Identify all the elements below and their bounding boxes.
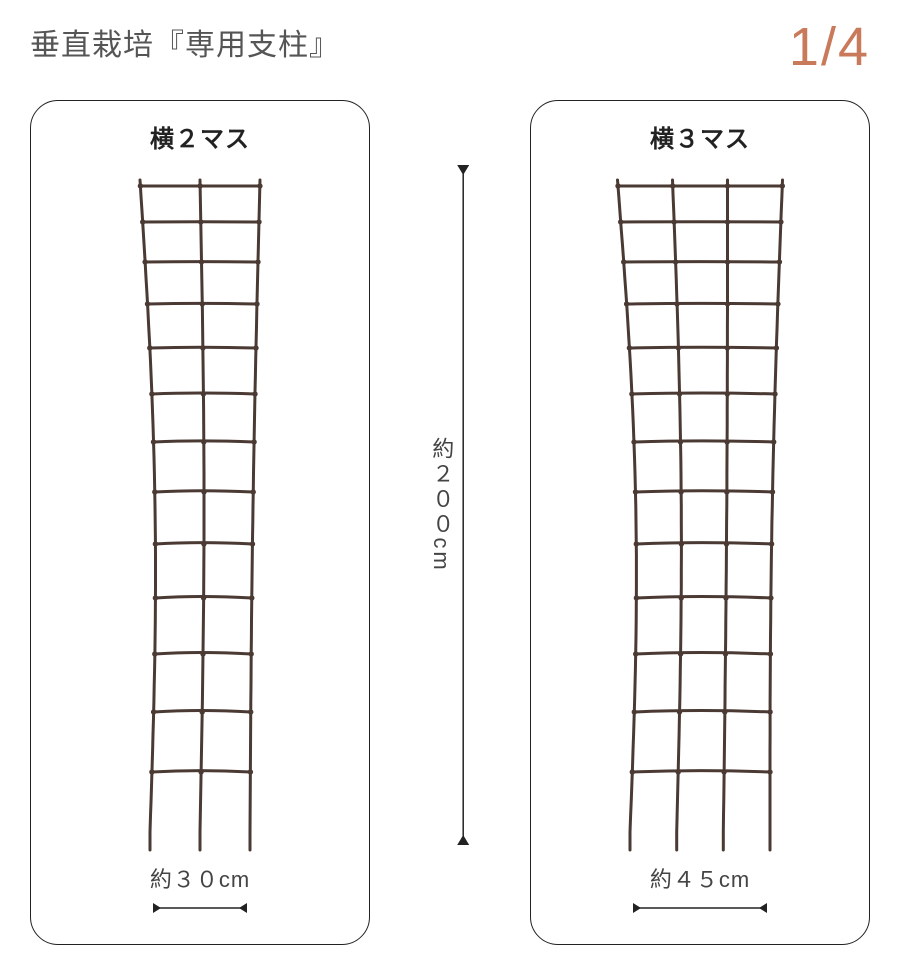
trellis-3col-wrap (531, 172, 869, 852)
card-3col: 横３マス 約４５cm (530, 100, 870, 945)
height-dimension-label: 約２００cm (425, 437, 457, 572)
width-arrow-3col (531, 898, 869, 918)
page-title: 垂直栽培『専用支柱』 (30, 20, 340, 64)
header: 垂直栽培『専用支柱』 1/4 (30, 20, 870, 74)
width-label-3col: 約４５cm (531, 862, 869, 894)
trellis-2col (125, 172, 275, 852)
width-arrow-2col (31, 898, 369, 918)
card-2col: 横２マス 約３０cm (30, 100, 370, 945)
card-3col-title: 横３マス (531, 119, 869, 154)
card-2col-title: 横２マス (31, 119, 369, 154)
page-indicator: 1/4 (789, 20, 870, 74)
trellis-2col-wrap (31, 172, 369, 852)
double-arrow-horizontal-icon (145, 898, 255, 918)
double-arrow-horizontal-icon (625, 898, 775, 918)
width-label-2col: 約３０cm (31, 862, 369, 894)
trellis-3col (600, 172, 800, 852)
height-dimension: 約２００cm (395, 155, 505, 855)
